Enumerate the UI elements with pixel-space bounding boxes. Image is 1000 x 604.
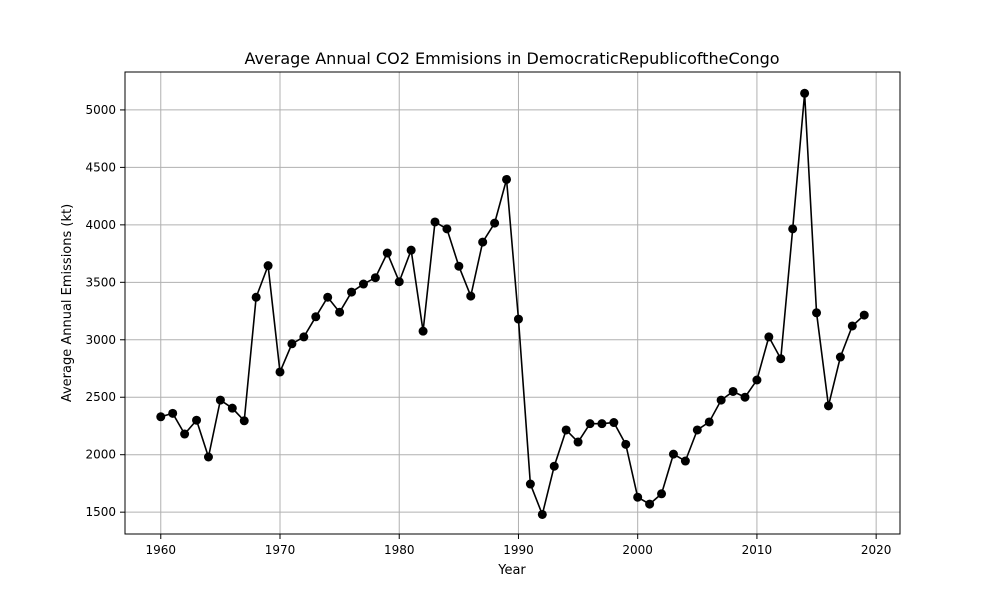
data-point — [275, 367, 285, 377]
data-point — [287, 339, 297, 349]
data-point — [645, 499, 655, 509]
x-tick-label: 2020 — [861, 543, 892, 557]
grid — [125, 72, 900, 534]
data-point — [788, 224, 798, 234]
data-point — [776, 354, 786, 364]
data-point — [180, 429, 190, 439]
y-tick-label: 3000 — [85, 333, 116, 347]
data-point — [478, 237, 488, 247]
x-tick-label: 2000 — [622, 543, 653, 557]
data-point — [633, 492, 643, 502]
data-point — [621, 439, 631, 449]
data-point — [537, 509, 547, 519]
data-point — [299, 332, 309, 342]
y-tick-label: 2000 — [85, 448, 116, 462]
data-point — [263, 261, 273, 271]
data-point — [430, 217, 440, 227]
data-point — [358, 279, 368, 289]
y-axis-label: Average Annual Emissions (kt) — [60, 204, 75, 402]
y-tick-label: 4500 — [85, 160, 116, 174]
y-tick-label: 4000 — [85, 218, 116, 232]
data-point — [585, 419, 595, 429]
x-tick-label: 1990 — [503, 543, 534, 557]
data-point — [561, 425, 571, 435]
data-point — [490, 218, 500, 228]
data-point — [335, 307, 345, 317]
data-point — [609, 418, 619, 428]
data-point — [657, 489, 667, 499]
data-point — [394, 277, 404, 287]
data-point — [192, 415, 202, 425]
data-point — [716, 395, 726, 405]
data-point — [752, 375, 762, 385]
x-tick-label: 1970 — [265, 543, 296, 557]
data-point — [442, 224, 452, 234]
data-point — [680, 456, 690, 466]
data-point — [323, 292, 333, 302]
data-point — [168, 408, 178, 418]
x-tick-label: 2010 — [742, 543, 773, 557]
data-point — [728, 386, 738, 396]
y-tick-label: 1500 — [85, 505, 116, 519]
data-point — [502, 174, 512, 184]
data-point — [859, 310, 869, 320]
chart-title: Average Annual CO2 Emmisions in Democrat… — [244, 49, 779, 68]
data-point — [215, 395, 225, 405]
data-markers — [156, 88, 869, 519]
x-axis-label: Year — [497, 563, 526, 578]
data-point — [311, 312, 321, 322]
data-point — [847, 321, 857, 331]
x-axis: 1960 1970 1980 1990 2000 2010 2020 — [145, 534, 891, 557]
data-point — [466, 291, 476, 301]
data-point — [525, 479, 535, 489]
y-tick-label: 2500 — [85, 390, 116, 404]
data-point — [692, 425, 702, 435]
data-point — [156, 412, 166, 422]
data-point — [704, 417, 714, 427]
data-point — [740, 392, 750, 402]
data-point — [800, 88, 810, 98]
data-point — [370, 273, 380, 283]
data-point — [513, 314, 523, 324]
data-point — [347, 287, 357, 297]
data-point — [406, 245, 416, 255]
data-point — [597, 419, 607, 429]
data-point — [227, 403, 237, 413]
data-point — [823, 401, 833, 411]
data-point — [239, 416, 249, 426]
plot-area-frame — [124, 71, 901, 535]
data-point — [835, 352, 845, 362]
y-axis: 1500 2000 2500 3000 3500 4000 4500 5000 — [85, 103, 125, 519]
data-point — [203, 452, 213, 462]
data-point — [382, 248, 392, 258]
data-point — [418, 326, 428, 336]
data-point — [812, 308, 822, 318]
y-tick-label: 5000 — [85, 103, 116, 117]
data-point — [764, 332, 774, 342]
y-tick-label: 3500 — [85, 275, 116, 289]
series-line — [160, 93, 865, 518]
data-point — [573, 437, 583, 447]
x-tick-label: 1980 — [384, 543, 415, 557]
data-point — [549, 461, 559, 471]
data-point — [454, 261, 464, 271]
x-tick-label: 1960 — [145, 543, 176, 557]
data-point — [251, 292, 261, 302]
data-point — [668, 449, 678, 459]
